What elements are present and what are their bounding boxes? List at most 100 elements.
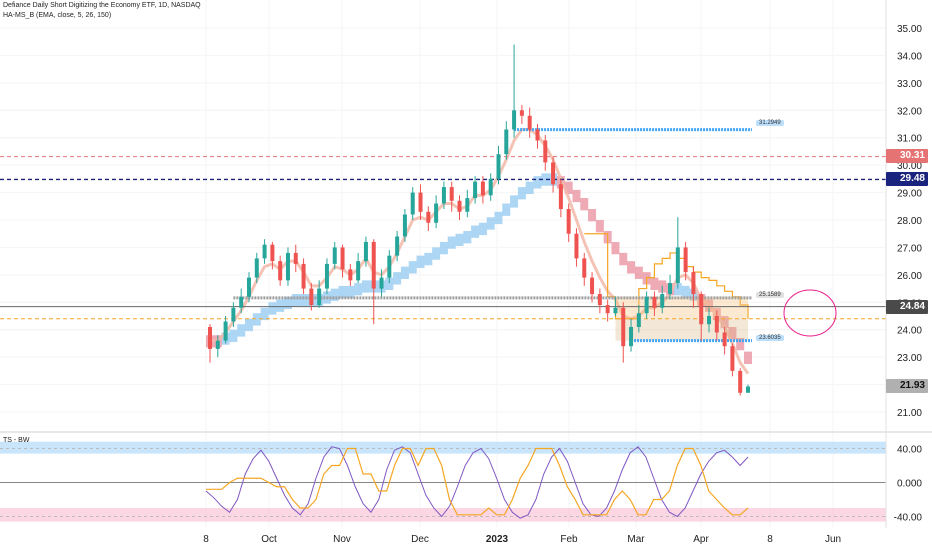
- horizontal-lines: [0, 128, 886, 343]
- candle-body: [551, 162, 556, 185]
- candle-body: [301, 263, 306, 289]
- price-tick-label: 21.00: [897, 408, 922, 419]
- candle-body: [683, 247, 688, 273]
- candle-body: [660, 294, 665, 308]
- price-tick-label: 32.00: [897, 106, 922, 117]
- candle-body: [371, 241, 376, 289]
- osc-tick-label: -40.00: [894, 513, 923, 524]
- candle-body: [675, 247, 680, 284]
- candle-body: [699, 294, 704, 325]
- candle-body: [208, 326, 212, 349]
- candle-body: [738, 370, 743, 393]
- candle-body: [231, 307, 236, 322]
- candle-body: [566, 209, 571, 234]
- time-tick-label: Oct: [261, 534, 277, 545]
- candle-body: [496, 154, 501, 179]
- candle-body: [293, 252, 298, 264]
- level-label-middle: 25.1589: [756, 292, 784, 298]
- osc-purple-line: [205, 446, 749, 519]
- candle-body: [449, 187, 454, 201]
- candle-body: [246, 277, 251, 297]
- time-tick-label: 8: [203, 534, 209, 545]
- chart-title: Defiance Daily Short Digitizing the Econ…: [3, 2, 201, 9]
- price-tick-label: 29.00: [897, 189, 922, 200]
- time-tick-label: 2023: [486, 534, 509, 545]
- candle-body: [473, 181, 478, 199]
- orange-zone: [615, 296, 748, 319]
- time-tick-label: Feb: [560, 534, 578, 545]
- candle-body: [691, 272, 696, 295]
- orange-zone-lower: [615, 318, 748, 341]
- oscillator-pane: 40.00 0.000 -40.00: [0, 441, 923, 524]
- candle-body: [324, 263, 329, 289]
- candle-body: [597, 294, 602, 306]
- candle-body: [722, 332, 727, 347]
- osc-tick-label: 0.000: [897, 479, 922, 490]
- candle-body: [434, 203, 439, 223]
- candle-body: [262, 244, 267, 259]
- level-label-lower: 23.6035: [756, 335, 784, 341]
- candle-body: [535, 129, 540, 141]
- candle-body: [270, 244, 275, 262]
- price-tick-label: 35.00: [897, 24, 922, 35]
- candle-body: [465, 198, 470, 212]
- candles: [208, 44, 750, 396]
- candle-body: [652, 296, 657, 308]
- osc-orange-line: [206, 447, 749, 516]
- level-label-upper: 31.2949: [756, 120, 784, 126]
- price-tick-label: 24.00: [897, 326, 922, 337]
- candle-body: [707, 316, 712, 325]
- candle-body: [519, 110, 524, 116]
- price-tick-label: 26.00: [897, 271, 922, 282]
- price-tag-red: 30.31: [886, 149, 928, 163]
- candle-body: [285, 252, 290, 281]
- candle-body: [418, 192, 423, 212]
- candle-body: [668, 283, 673, 295]
- candle-body: [223, 321, 228, 341]
- candle-body: [387, 255, 392, 278]
- candle-body: [332, 247, 337, 264]
- price-tick-label: 30.00: [897, 161, 922, 172]
- candle-body: [590, 277, 595, 295]
- candle-body: [730, 346, 735, 371]
- time-tick-label: Nov: [333, 534, 351, 545]
- time-tick-label: Apr: [693, 534, 709, 545]
- candle-body: [558, 184, 563, 210]
- osc-tick-label: 40.00: [897, 445, 922, 456]
- price-tick-label: 33.00: [897, 79, 922, 90]
- time-tick-label: 8: [767, 534, 773, 545]
- price-tick-label: 27.00: [897, 243, 922, 254]
- time-tick-label: Mar: [627, 534, 645, 545]
- price-tick-label: 28.00: [897, 216, 922, 227]
- price-tick-label: 31.00: [897, 134, 922, 145]
- candle-body: [402, 214, 407, 237]
- candle-body: [488, 178, 493, 196]
- time-tick-label: Dec: [411, 534, 429, 545]
- candle-body: [340, 247, 345, 270]
- candle-body: [356, 261, 361, 281]
- candle-body: [605, 305, 610, 314]
- price-tick-label: 34.00: [897, 51, 922, 62]
- candle-body: [746, 386, 750, 393]
- candle-body: [348, 269, 353, 281]
- candle-body: [254, 258, 259, 278]
- time-tick-label: Jun: [825, 534, 841, 545]
- candle-body: [574, 233, 579, 259]
- candle-body: [363, 241, 368, 262]
- highlight-ellipse: [783, 289, 837, 337]
- candle-body: [457, 200, 462, 212]
- ema-cloud-down: [206, 176, 752, 364]
- candle-body: [504, 129, 509, 155]
- candle-body: [527, 115, 532, 130]
- candle-body: [480, 181, 485, 196]
- candle-body: [426, 211, 431, 223]
- candle-body: [410, 192, 415, 215]
- osc-upper-band: [0, 441, 886, 454]
- candle-body: [441, 187, 446, 204]
- candle-body: [582, 258, 587, 278]
- candle-body: [714, 316, 719, 333]
- candle-body: [379, 277, 384, 289]
- candle-body: [278, 261, 283, 281]
